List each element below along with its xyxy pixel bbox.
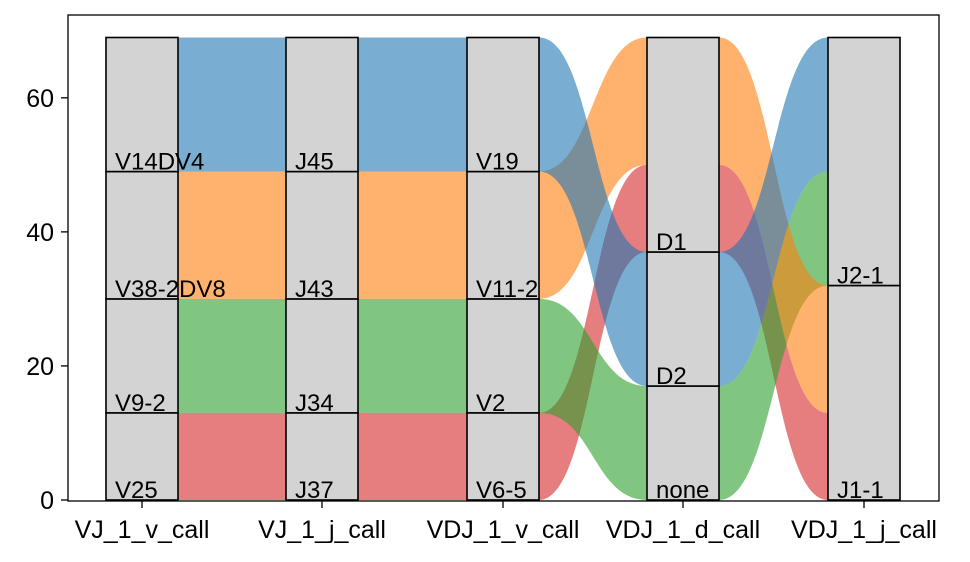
flow-0-0 <box>178 37 286 172</box>
x-tick-label-VJ_1_j_call: VJ_1_j_call <box>258 516 386 544</box>
bar-VDJ_1_d_call-D2 <box>646 251 720 387</box>
flows-layer <box>178 37 828 500</box>
bar-VDJ_1_v_call-V6-5 <box>466 412 540 501</box>
segment-label-V2: V2 <box>476 390 505 417</box>
flow-2-9 <box>539 298 647 500</box>
bar-VDJ_1_v_call-V19 <box>466 36 540 173</box>
y-tick-label-40: 40 <box>26 219 54 247</box>
segment-label-J43: J43 <box>295 276 334 303</box>
bar-VJ_1_j_call-J37 <box>285 412 359 501</box>
bar-VJ_1_v_call-V14DV4 <box>105 36 179 173</box>
segment-label-V9-2: V9-2 <box>115 390 166 417</box>
x-tick-label-VDJ_1_j_call: VDJ_1_j_call <box>791 516 937 544</box>
segment-label-D1: D1 <box>656 229 687 256</box>
flow-0-2 <box>178 298 286 413</box>
flow-1-7 <box>358 412 467 500</box>
segment-label-none: none <box>656 477 709 504</box>
segment-label-J2-1: J2-1 <box>837 263 884 290</box>
flow-3-15 <box>719 37 828 387</box>
segment-label-V19: V19 <box>476 149 519 176</box>
flow-1-6 <box>358 298 467 413</box>
bar-VDJ_1_j_call-J2-1 <box>827 36 901 287</box>
bar-VJ_1_v_call-V9-2 <box>105 298 179 414</box>
segment-label-J34: J34 <box>295 390 334 417</box>
segment-label-V6-5: V6-5 <box>476 477 527 504</box>
y-tick-label-0: 0 <box>40 487 54 515</box>
bars-layer <box>105 36 901 501</box>
y-tick-label-60: 60 <box>26 85 54 113</box>
bar-VDJ_1_d_call-D1 <box>646 36 720 253</box>
bar-VJ_1_v_call-V38-2DV8 <box>105 170 179 300</box>
segment-label-V14DV4: V14DV4 <box>115 149 204 176</box>
x-tick-label-VJ_1_v_call: VJ_1_v_call <box>75 516 210 544</box>
segment-label-J45: J45 <box>295 149 334 176</box>
bar-VJ_1_v_call-V25 <box>105 412 179 501</box>
segment-label-V38-2DV8: V38-2DV8 <box>115 276 226 303</box>
bar-VDJ_1_v_call-V11-2 <box>466 170 540 300</box>
axis-layer: 0 20 40 60 VJ_1_v_call VJ_1_j_call VDJ_1_v_cal… <box>26 85 937 544</box>
segment-label-J1-1: J1-1 <box>837 477 884 504</box>
bar-VDJ_1_d_call-none <box>646 385 720 501</box>
segment-label-D2: D2 <box>656 363 687 390</box>
labels-layer: V25 V9-2 V38-2DV8 V14DV4 J37 J34 J43 J45 V6-5 V2 V… <box>115 149 884 504</box>
flow-1-5 <box>358 171 467 299</box>
flow-0-1 <box>178 171 286 299</box>
x-tick-label-VDJ_1_v_call: VDJ_1_v_call <box>427 516 580 544</box>
bar-VDJ_1_j_call-J1-1 <box>827 284 901 501</box>
segment-label-V25: V25 <box>115 477 158 504</box>
segment-label-J37: J37 <box>295 477 334 504</box>
flow-1-4 <box>358 37 467 172</box>
bar-VJ_1_j_call-J45 <box>285 36 359 173</box>
y-tick-label-20: 20 <box>26 353 54 381</box>
bar-VJ_1_j_call-J43 <box>285 170 359 300</box>
segment-label-V11-2: V11-2 <box>476 276 538 303</box>
flow-0-3 <box>178 412 286 500</box>
flow-3-13 <box>719 171 828 500</box>
x-tick-label-VDJ_1_d_call: VDJ_1_d_call <box>606 516 760 544</box>
flow-2-11 <box>539 37 647 387</box>
